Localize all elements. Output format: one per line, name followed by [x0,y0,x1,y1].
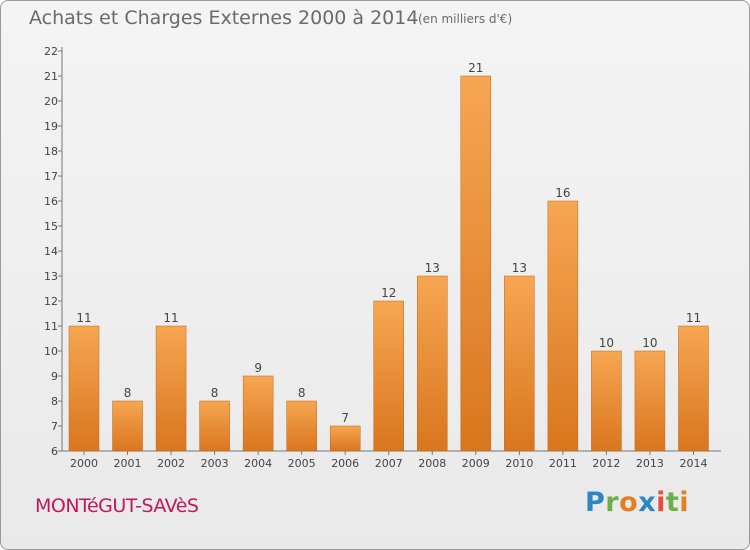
y-tick-label: 20 [44,95,58,108]
x-tick-label-2000: 2000 [70,457,98,470]
x-tick-label-2001: 2001 [114,457,142,470]
data-label-2012: 10 [599,336,614,350]
y-tick-label: 6 [51,445,58,458]
y-tick-label: 16 [44,195,58,208]
data-label-2002: 11 [163,311,178,325]
data-label-2010: 13 [512,261,527,275]
y-tick-label: 12 [44,295,58,308]
bar-2007 [373,300,404,452]
data-label-2011: 16 [555,186,570,200]
y-tick-label: 17 [44,170,58,183]
bar-2004 [242,375,274,452]
x-tick-label-2008: 2008 [418,457,446,470]
chart-title: Achats et Charges Externes 2000 à 2014 [29,7,419,29]
bar-2011 [547,200,579,452]
x-tick-label-2005: 2005 [288,457,316,470]
bars [68,75,709,452]
bar-2000 [68,325,100,452]
data-label-2000: 11 [76,311,91,325]
y-tick-label: 9 [51,370,58,383]
y-tick-label: 18 [44,145,58,158]
x-tick-label-2013: 2013 [636,457,664,470]
bar-2001 [112,400,143,452]
bar-2012 [591,350,622,452]
bar-2013 [634,350,666,452]
x-tick-label-2003: 2003 [201,457,229,470]
x-tick-label-2002: 2002 [157,457,185,470]
data-label-2008: 13 [425,261,440,275]
x-tick-label-2012: 2012 [592,457,620,470]
proxiti-logo[interactable]: Proxiti [585,487,690,518]
x-tick-label-2007: 2007 [375,457,403,470]
bar-2014 [678,325,709,452]
data-label-2004: 9 [254,361,262,375]
y-tick-label: 21 [44,70,58,83]
bar-2008 [417,275,448,452]
bar-2005 [286,400,317,452]
data-label-2013: 10 [642,336,657,350]
bar-2003 [199,400,230,452]
data-label-2005: 8 [298,386,306,400]
bar-2006 [329,425,361,452]
x-tick-label-2004: 2004 [244,457,272,470]
y-tick-label: 13 [44,270,58,283]
y-tick-label: 22 [44,45,58,58]
x-tick-label-2006: 2006 [331,457,359,470]
data-label-2014: 11 [686,311,701,325]
data-label-2009: 21 [468,61,483,75]
y-tick-label: 14 [44,245,58,258]
bar-2010 [504,275,535,452]
bar-2009 [460,75,492,452]
data-label-2003: 8 [211,386,219,400]
commune-name: MONTéGUT-SAVèS [35,495,199,517]
data-label-2007: 12 [381,286,396,300]
chart-unit: (en milliers d'€) [418,12,513,26]
data-labels: 11 2000 8 2001 11 2002 8 2003 9 2004 8 2005 7 2006 12 2… [70,61,707,470]
x-tick-label-2011: 2011 [549,457,577,470]
y-tick-label: 19 [44,120,58,133]
x-tick-label-2014: 2014 [679,457,707,470]
x-tick-label-2010: 2010 [505,457,533,470]
y-tick-label: 11 [44,320,58,333]
y-tick-label: 10 [44,345,58,358]
bar-2002 [155,325,187,452]
data-label-2006: 7 [341,411,349,425]
y-tick-label: 8 [51,395,58,408]
y-tick-label: 7 [51,420,58,433]
data-label-2001: 8 [124,386,132,400]
y-tick-label: 15 [44,220,58,233]
x-tick-label-2009: 2009 [462,457,490,470]
